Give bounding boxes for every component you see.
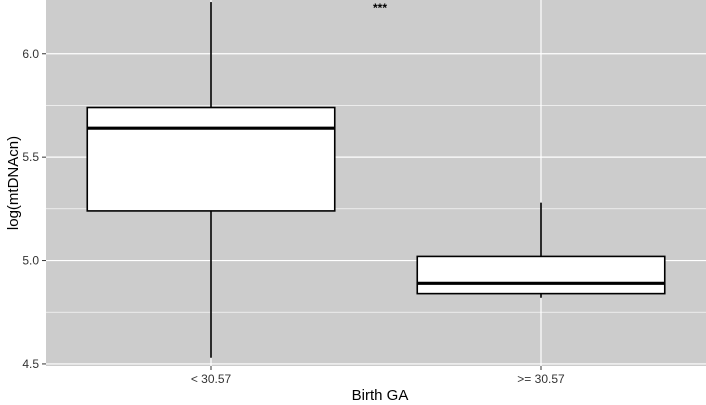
x-tick-label: >= 30.57 (517, 372, 565, 386)
x-tick-label: < 30.57 (191, 372, 232, 386)
box-group (86, 2, 336, 358)
boxes (86, 2, 666, 358)
box-iqr (86, 106, 336, 212)
x-axis-ticks: < 30.57 >= 30.57 (191, 366, 565, 386)
x-axis-title: Birth GA (352, 387, 409, 404)
box-group (416, 202, 666, 298)
y-tick-label: 5.5 (22, 150, 39, 164)
y-tick-label: 6.0 (22, 47, 39, 61)
y-axis-ticks: 4.5 5.0 5.5 6.0 (22, 47, 46, 371)
box-iqr (416, 255, 666, 295)
y-tick-label: 5.0 (22, 254, 39, 268)
y-tick-label: 4.5 (22, 357, 39, 371)
significance-annotation: *** (373, 1, 387, 15)
y-axis-title: log(mtDNAcn) (5, 136, 22, 230)
